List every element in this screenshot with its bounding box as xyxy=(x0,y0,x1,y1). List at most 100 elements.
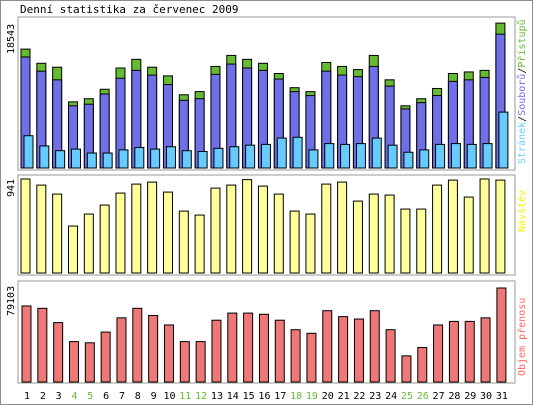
volume-bar xyxy=(306,332,317,383)
pages-bar xyxy=(419,149,430,169)
visits-bar xyxy=(384,194,395,274)
volume-bar xyxy=(116,317,127,383)
pages-bar xyxy=(435,143,446,169)
volume-bar xyxy=(53,322,64,383)
visits-bar xyxy=(337,181,348,274)
pages-bar xyxy=(118,149,129,169)
volume-bar xyxy=(179,341,190,383)
volume-bar xyxy=(433,324,444,383)
pages-bar xyxy=(403,151,414,169)
visits-bar xyxy=(36,184,47,274)
volume-max-label: 79103 xyxy=(6,286,17,316)
pages-bar xyxy=(292,136,303,169)
day-label: 28 xyxy=(448,391,460,402)
pages-bar xyxy=(355,143,366,169)
visits-bar xyxy=(115,192,126,274)
visits-bar xyxy=(210,187,221,274)
volume-bar xyxy=(480,317,491,383)
volume-bar xyxy=(369,310,380,383)
pages-bar xyxy=(466,143,477,169)
volume-bar xyxy=(448,320,459,383)
traffic-legend-part: Přístupů xyxy=(516,19,528,67)
volume-bar xyxy=(211,319,222,383)
day-label: 19 xyxy=(306,391,318,402)
visits-bar xyxy=(131,183,142,274)
visits-bar xyxy=(463,196,474,274)
pages-bar xyxy=(55,150,66,169)
day-label: 17 xyxy=(274,391,286,402)
visits-bar xyxy=(83,213,94,274)
visits-bar xyxy=(162,191,173,274)
visits-bar xyxy=(20,178,31,274)
pages-bar xyxy=(70,148,81,169)
day-label: 14 xyxy=(227,391,239,402)
traffic-legend-part: Souborů xyxy=(516,74,528,116)
visits-bar xyxy=(147,181,158,274)
volume-bar xyxy=(195,341,206,383)
volume-bar xyxy=(496,287,507,383)
pages-bar xyxy=(340,143,351,169)
volume-bar xyxy=(100,331,111,383)
volume-bar xyxy=(353,318,364,383)
pages-bar xyxy=(450,143,461,169)
traffic-legend-part: Stránek xyxy=(516,122,528,164)
visits-bar xyxy=(368,193,379,274)
visits-bar xyxy=(432,184,443,274)
pages-bar xyxy=(197,150,208,169)
pages-bar xyxy=(23,135,34,169)
pages-bar xyxy=(308,149,319,169)
pages-bar xyxy=(387,144,398,169)
volume-bar xyxy=(338,316,349,383)
volume-bar xyxy=(163,324,174,383)
volume-bar xyxy=(68,341,79,383)
visits-bar xyxy=(273,193,284,274)
traffic-legend-part: / xyxy=(517,116,528,122)
volume-bar xyxy=(385,329,396,383)
pages-bar xyxy=(482,143,493,169)
day-label: 31 xyxy=(496,391,508,402)
visits-max-label: 941 xyxy=(6,179,17,197)
chart-title: Denní statistika za červenec 2009 xyxy=(20,3,239,16)
pages-bar xyxy=(260,143,271,169)
volume-bar xyxy=(148,314,159,383)
visits-bar xyxy=(67,225,78,274)
volume-bar xyxy=(243,312,254,383)
visits-bar xyxy=(52,193,63,274)
day-label: 16 xyxy=(258,391,270,402)
pages-bar xyxy=(102,152,113,169)
traffic-legend-part: / xyxy=(517,68,528,74)
traffic-legend: Stránek/Souborů/Přístupů xyxy=(516,19,528,164)
day-label: 3 xyxy=(56,391,62,402)
day-label: 26 xyxy=(417,391,429,402)
volume-bar xyxy=(258,313,269,383)
day-label: 8 xyxy=(135,391,141,402)
visits-bar xyxy=(352,200,363,274)
pages-bar xyxy=(134,147,145,169)
day-label: 12 xyxy=(195,391,207,402)
day-label: 5 xyxy=(87,391,93,402)
pages-bar xyxy=(213,147,224,169)
pages-bar xyxy=(498,111,509,169)
day-label: 30 xyxy=(480,391,492,402)
pages-bar xyxy=(39,145,50,169)
day-label: 1 xyxy=(24,391,30,402)
visits-bar xyxy=(289,210,300,274)
visits-bar xyxy=(194,214,205,274)
volume-bar xyxy=(322,310,333,383)
volume-bar xyxy=(227,312,238,383)
visits-bar xyxy=(99,204,110,274)
visits-bar xyxy=(178,210,189,274)
visits-bar xyxy=(226,184,237,274)
visits-bar xyxy=(479,178,490,274)
day-label: 15 xyxy=(243,391,255,402)
visits-bar xyxy=(400,208,411,274)
volume-legend: Objem přenosu xyxy=(516,298,528,376)
visits-bar xyxy=(321,183,332,274)
pages-bar xyxy=(165,146,176,169)
day-label: 9 xyxy=(151,391,157,402)
visits-bar xyxy=(305,213,316,274)
pages-bar xyxy=(324,143,335,169)
day-label: 22 xyxy=(353,391,365,402)
volume-bar xyxy=(417,347,428,383)
